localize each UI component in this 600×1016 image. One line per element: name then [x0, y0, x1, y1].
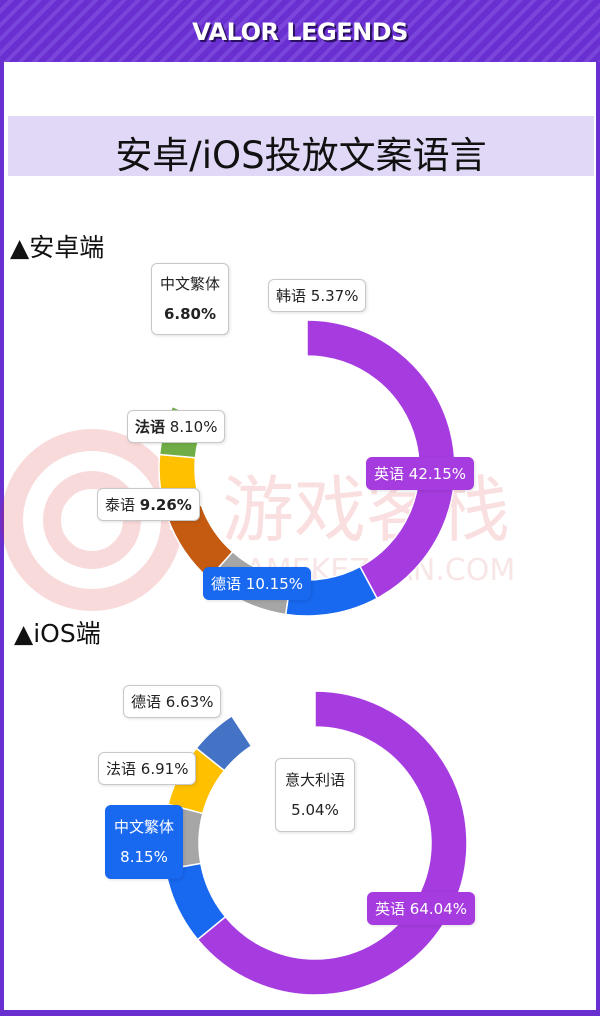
ios-english-label: 英语	[375, 900, 406, 918]
ios-callout-english: 英语 64.04%	[367, 892, 475, 925]
ios-english-value: 64.04%	[409, 900, 467, 918]
android-callout-german: 德语 10.15%	[203, 567, 311, 600]
android-callout-thai: 泰语 9.26%	[97, 488, 200, 521]
ios-french-label: 法语	[106, 760, 137, 778]
android-english-value: 42.15%	[408, 465, 466, 483]
ios-italian-label: 意大利语	[285, 771, 346, 789]
page-title-band: 安卓/iOS投放文案语言	[8, 116, 594, 177]
content-panel	[4, 62, 596, 1010]
android-callout-english: 英语 42.15%	[366, 457, 474, 490]
android-korean-label: 韩语	[276, 287, 307, 305]
ios-trad-chinese-value: 8.15%	[120, 848, 168, 866]
section-label-android: ▲安卓端	[10, 233, 105, 262]
header-title: VALOR LEGENDS	[192, 18, 408, 46]
android-thai-value: 9.26%	[139, 496, 192, 514]
android-korean-value: 5.37%	[310, 287, 359, 305]
ios-callout-french: 法语 6.91%	[98, 752, 197, 785]
android-trad-chinese-label: 中文繁体	[160, 275, 221, 293]
android-english-label: 英语	[374, 465, 405, 483]
android-trad-chinese-value: 6.80%	[163, 305, 217, 323]
android-slice-0	[306, 319, 456, 600]
ios-slice-4	[195, 714, 253, 772]
android-callout-french: 法语 8.10%	[127, 410, 226, 443]
android-german-label: 德语	[211, 575, 242, 593]
android-thai-label: 泰语	[105, 496, 136, 514]
ios-german-label: 德语	[131, 693, 162, 711]
ios-french-value: 6.91%	[140, 760, 189, 778]
ios-callout-trad-chinese: 中文繁体 8.15%	[105, 805, 184, 879]
ios-callout-italian: 意大利语 5.04%	[275, 758, 356, 832]
ios-trad-chinese-label: 中文繁体	[114, 818, 175, 836]
android-callout-korean: 韩语 5.37%	[268, 279, 367, 312]
android-french-value: 8.10%	[169, 418, 218, 436]
header-bar: VALOR LEGENDS	[0, 0, 600, 62]
ios-italian-value: 5.04%	[291, 801, 339, 819]
header-stripes	[0, 0, 600, 62]
android-callout-trad-chinese: 中文繁体 6.80%	[151, 263, 230, 335]
page-title: 安卓/iOS投放文案语言	[115, 134, 487, 177]
android-german-value: 10.15%	[245, 575, 303, 593]
ios-german-value: 6.63%	[165, 693, 214, 711]
section-label-ios: ▲iOS端	[14, 619, 101, 648]
ios-slice-0	[196, 690, 468, 996]
ios-callout-german: 德语 6.63%	[123, 685, 222, 718]
android-french-label: 法语	[135, 418, 166, 436]
